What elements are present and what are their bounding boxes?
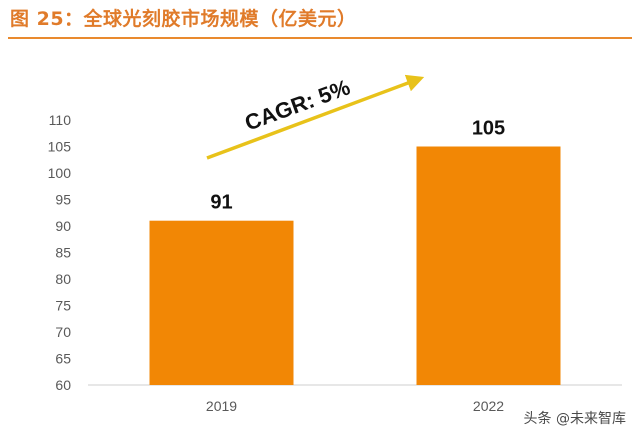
title-divider [8, 37, 632, 39]
x-tick-label: 2019 [206, 398, 237, 414]
bar-2022 [416, 146, 561, 385]
bar-2019 [149, 220, 294, 385]
y-tick-label: 105 [48, 139, 72, 155]
cagr-arrow [206, 74, 425, 160]
y-tick-label: 90 [55, 218, 71, 234]
y-tick-label: 60 [55, 377, 71, 393]
data-label-2019: 91 [210, 192, 232, 214]
y-tick-label: 85 [55, 245, 71, 261]
watermark: 头条 @未来智库 [523, 411, 626, 427]
y-tick-label: 80 [55, 271, 71, 287]
y-tick-label: 95 [55, 192, 71, 208]
data-label-2022: 105 [472, 118, 505, 140]
y-tick-label: 110 [49, 112, 72, 128]
figure-title: 图 25：全球光刻胶市场规模（亿美元） [10, 8, 357, 30]
y-tick-label: 100 [48, 165, 72, 181]
x-tick-label: 2022 [473, 398, 504, 414]
y-tick-label: 65 [55, 351, 71, 367]
cagr-label: CAGR: 5% [241, 74, 353, 135]
y-tick-label: 70 [55, 324, 71, 340]
y-tick-label: 75 [55, 298, 71, 314]
